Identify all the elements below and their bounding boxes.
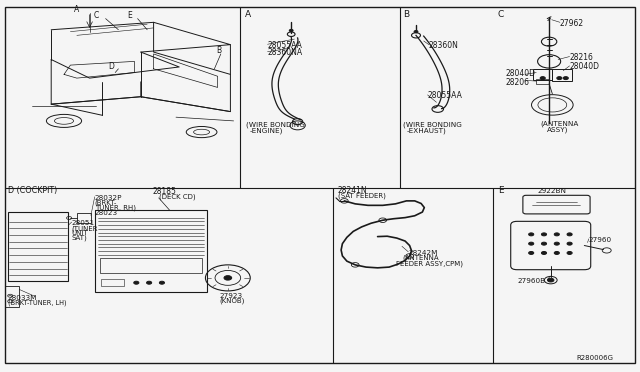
Circle shape xyxy=(379,218,387,222)
Text: SAT): SAT) xyxy=(72,235,88,241)
Bar xyxy=(5,286,19,307)
Text: (WIRE BONDING: (WIRE BONDING xyxy=(403,121,462,128)
Bar xyxy=(95,210,207,292)
Text: E: E xyxy=(127,12,132,20)
Text: 28360NA: 28360NA xyxy=(268,48,303,57)
Circle shape xyxy=(567,242,572,245)
Text: D (COCKPIT): D (COCKPIT) xyxy=(8,186,57,195)
Text: R280006G: R280006G xyxy=(576,355,613,361)
Circle shape xyxy=(224,276,232,280)
Text: 28055AA: 28055AA xyxy=(268,41,302,50)
Circle shape xyxy=(134,281,139,284)
Circle shape xyxy=(554,242,559,245)
Circle shape xyxy=(529,233,534,236)
Text: 27962: 27962 xyxy=(560,19,584,28)
Circle shape xyxy=(529,242,534,245)
Text: 27960: 27960 xyxy=(589,237,612,243)
Circle shape xyxy=(557,77,562,80)
Text: UNIT: UNIT xyxy=(72,230,88,236)
Text: 28216: 28216 xyxy=(570,53,593,62)
Text: B: B xyxy=(216,46,221,55)
Text: 28206: 28206 xyxy=(506,78,530,87)
Text: 28032P: 28032P xyxy=(95,195,122,201)
Circle shape xyxy=(548,278,554,282)
Circle shape xyxy=(340,199,348,203)
Text: 28360N: 28360N xyxy=(429,41,459,50)
Text: (SAT FEEDER): (SAT FEEDER) xyxy=(338,193,386,199)
Text: 28051: 28051 xyxy=(72,220,95,226)
Bar xyxy=(101,279,124,286)
Bar xyxy=(77,213,91,223)
Circle shape xyxy=(567,233,572,236)
Text: E: E xyxy=(498,186,504,195)
Circle shape xyxy=(289,29,293,32)
Text: 27923: 27923 xyxy=(220,293,243,299)
Text: (DECK CD): (DECK CD) xyxy=(159,193,195,200)
Text: 27960B: 27960B xyxy=(517,278,545,284)
Circle shape xyxy=(414,31,418,33)
Circle shape xyxy=(567,251,572,254)
Circle shape xyxy=(159,281,164,284)
Text: (ANTENNA: (ANTENNA xyxy=(541,120,579,127)
Text: FEEDER ASSY,CPM): FEEDER ASSY,CPM) xyxy=(396,260,463,267)
Text: (ANTENNA: (ANTENNA xyxy=(402,255,438,262)
Bar xyxy=(552,69,572,81)
Text: 28185: 28185 xyxy=(152,187,176,196)
Circle shape xyxy=(351,263,359,267)
Text: C: C xyxy=(93,12,99,20)
Text: 28241N: 28241N xyxy=(338,186,367,195)
Text: 28040D: 28040D xyxy=(570,62,600,71)
Bar xyxy=(533,69,552,80)
Text: TUNER, RH): TUNER, RH) xyxy=(95,205,136,211)
Text: -EXHAUST): -EXHAUST) xyxy=(406,128,446,134)
Bar xyxy=(8,212,68,281)
Text: 28033M: 28033M xyxy=(8,295,37,301)
Text: 28055AA: 28055AA xyxy=(428,92,462,100)
Text: C: C xyxy=(498,10,504,19)
Text: (BRKT-: (BRKT- xyxy=(95,200,117,206)
Circle shape xyxy=(541,251,547,254)
Text: (WIRE BONDING: (WIRE BONDING xyxy=(246,121,305,128)
Text: (KNOB): (KNOB) xyxy=(220,298,245,304)
Bar xyxy=(536,79,549,84)
Bar xyxy=(100,258,202,273)
Circle shape xyxy=(529,251,534,254)
Text: 28242M: 28242M xyxy=(408,250,438,256)
Circle shape xyxy=(147,281,152,284)
Circle shape xyxy=(540,77,545,80)
Circle shape xyxy=(541,233,547,236)
Text: (BRKT-TUNER, LH): (BRKT-TUNER, LH) xyxy=(8,299,67,306)
Text: 28023: 28023 xyxy=(95,210,118,216)
Text: A: A xyxy=(244,10,251,19)
Text: D: D xyxy=(108,62,114,71)
Circle shape xyxy=(554,251,559,254)
Text: 28040D: 28040D xyxy=(506,69,536,78)
Text: ASSY): ASSY) xyxy=(547,126,568,133)
Circle shape xyxy=(541,242,547,245)
Circle shape xyxy=(554,233,559,236)
Circle shape xyxy=(563,77,568,80)
Text: A: A xyxy=(74,5,79,14)
Circle shape xyxy=(406,254,413,258)
Text: 2922BN: 2922BN xyxy=(538,188,566,194)
Text: -ENGINE): -ENGINE) xyxy=(250,128,283,134)
Text: (TUNER: (TUNER xyxy=(72,225,98,232)
Text: B: B xyxy=(403,10,410,19)
